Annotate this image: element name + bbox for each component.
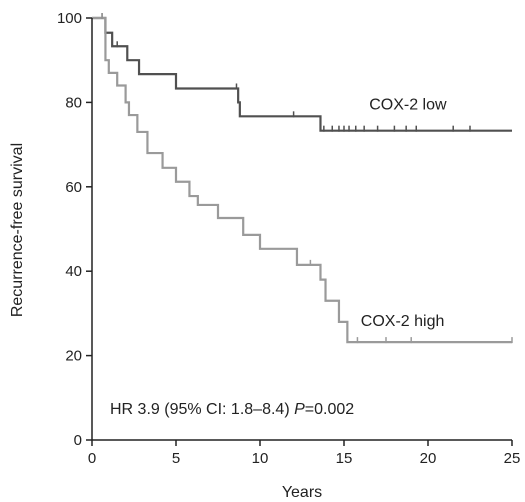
series-label: COX-2 high: [361, 313, 445, 330]
p-value-symbol: P: [294, 401, 305, 418]
y-ticks: 0 20 40 60 80 100: [57, 10, 92, 449]
y-tick-label: 100: [57, 10, 82, 27]
x-tick-label: 5: [172, 450, 180, 467]
y-axis-title: Recurrence-free survival: [9, 143, 26, 317]
hazard-ratio-annotation: HR 3.9 (95% CI: 1.8–8.4) P=0.002: [110, 401, 354, 418]
axes: [91, 18, 512, 441]
y-tick-label: 40: [65, 263, 82, 280]
x-tick-label: 25: [504, 450, 521, 467]
y-tick-label: 0: [74, 432, 82, 449]
hazard-ratio-text: HR 3.9 (95% CI: 1.8–8.4): [110, 401, 294, 418]
x-tick-label: 20: [420, 450, 437, 467]
x-tick-label: 15: [336, 450, 353, 467]
y-tick-label: 60: [65, 179, 82, 196]
x-tick-label: 0: [88, 450, 96, 467]
y-tick-label: 20: [65, 348, 82, 365]
x-tick-label: 10: [252, 450, 269, 467]
censor-marks: [101, 13, 513, 344]
p-value-text: =0.002: [305, 401, 354, 418]
series-line-cox-2-high: [92, 16, 512, 344]
x-axis-title: Years: [282, 484, 322, 501]
series-lines: [92, 16, 512, 344]
series-label: COX-2 low: [369, 97, 447, 114]
series-line-cox-2-low: [92, 16, 512, 132]
y-tick-label: 80: [65, 94, 82, 111]
series-labels: COX-2 low COX-2 high: [361, 97, 447, 330]
x-ticks: 0 5 10 15 20 25: [88, 440, 521, 467]
